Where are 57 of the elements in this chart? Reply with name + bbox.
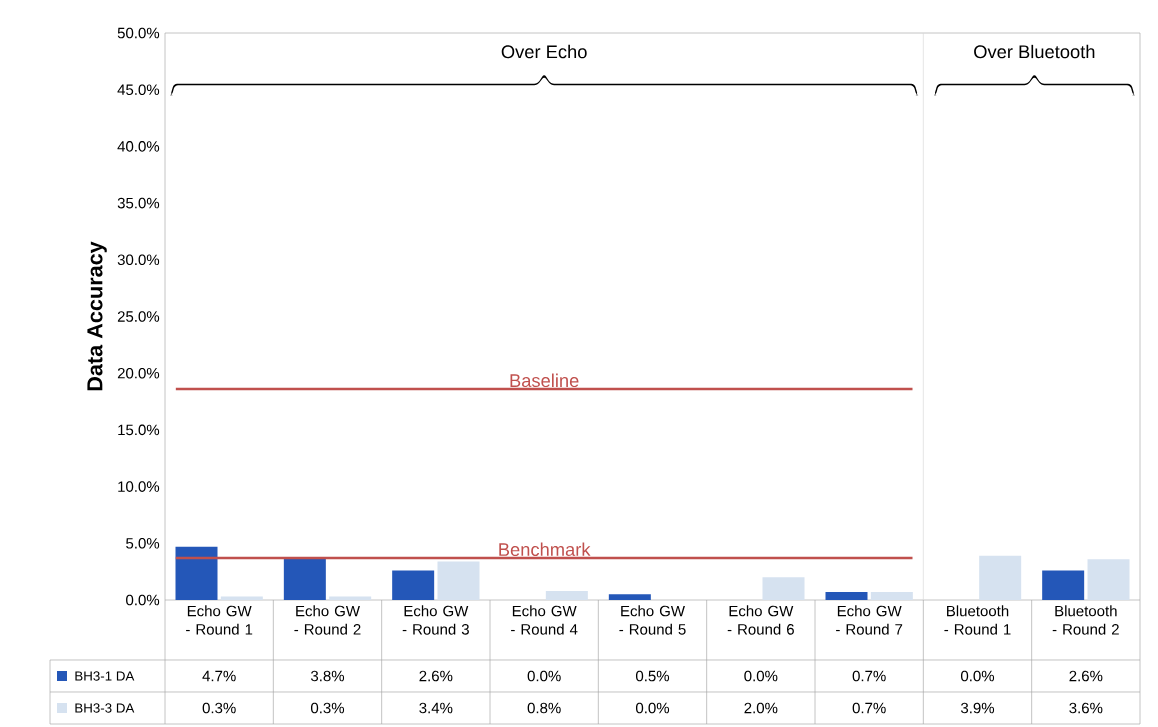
- data-label: 3.4%: [419, 702, 453, 714]
- data-label: 0.8%: [527, 702, 561, 714]
- data-label: 0.3%: [310, 702, 345, 714]
- ref-line-label: Baseline: [510, 373, 579, 388]
- bar: [870, 592, 913, 600]
- y-tick-label: 5.0%: [126, 537, 160, 549]
- x-tick-label: Bluetooth - Round 1: [944, 605, 1011, 635]
- data-label: 0.7%: [852, 670, 886, 682]
- y-tick-label: 15.0%: [118, 424, 160, 436]
- data-label: 0.3%: [202, 702, 236, 714]
- data-label: 0.0%: [635, 702, 670, 714]
- bar: [825, 592, 868, 600]
- bar: [608, 594, 651, 600]
- data-label: 0.7%: [852, 702, 886, 714]
- x-tick-label: Echo GW - Round 3: [402, 605, 469, 635]
- data-label: 4.7%: [202, 670, 236, 682]
- data-label: 2.6%: [419, 670, 453, 682]
- bar: [175, 546, 218, 600]
- bar: [283, 556, 326, 600]
- data-label: 2.6%: [1069, 670, 1103, 682]
- y-tick-label: 50.0%: [117, 27, 160, 39]
- y-tick-label: 10.0%: [118, 481, 160, 492]
- x-tick-label: Bluetooth - Round 2: [1052, 605, 1119, 635]
- bar: [545, 590, 588, 600]
- x-tick-label: Echo GW - Round 1: [186, 605, 253, 635]
- bar: [392, 570, 435, 600]
- bar: [762, 577, 805, 600]
- data-label: 2.0%: [744, 702, 778, 714]
- data-label: 0.0%: [744, 670, 778, 682]
- ref-line-label: Benchmark: [499, 542, 591, 557]
- data-label: 0.0%: [527, 670, 561, 682]
- annotation: Over Echo: [501, 44, 587, 59]
- data-label: 0.0%: [960, 670, 995, 682]
- bar: [1042, 570, 1085, 600]
- annotation: Over Bluetooth: [974, 44, 1095, 59]
- y-tick-label: 30.0%: [117, 254, 160, 266]
- legend-label: BH3-1 DA: [75, 671, 135, 681]
- data-label: 3.9%: [960, 702, 995, 714]
- y-axis-title: Data Accuracy: [87, 241, 107, 391]
- x-tick-label: Echo GW - Round 4: [511, 605, 578, 635]
- y-tick-label: 35.0%: [117, 197, 160, 209]
- data-label: 3.8%: [310, 670, 345, 682]
- y-tick-label: 20.0%: [117, 367, 160, 379]
- bar: [1087, 559, 1130, 600]
- legend-label: BH3-3 DA: [75, 703, 135, 713]
- x-tick-label: Echo GW - Round 7: [836, 605, 903, 635]
- y-tick-label: 45.0%: [117, 84, 160, 96]
- y-tick-label: 0.0%: [126, 594, 160, 606]
- bar: [979, 555, 1022, 600]
- data-label: 3.6%: [1069, 702, 1103, 714]
- x-tick-label: Echo GW - Round 6: [727, 605, 794, 635]
- y-tick-label: 25.0%: [117, 311, 160, 322]
- bar: [437, 561, 480, 600]
- x-tick-label: Echo GW - Round 2: [294, 605, 361, 635]
- y-tick-label: 40.0%: [117, 141, 160, 152]
- data-label: 0.5%: [635, 670, 670, 682]
- x-tick-label: Echo GW - Round 5: [619, 605, 686, 635]
